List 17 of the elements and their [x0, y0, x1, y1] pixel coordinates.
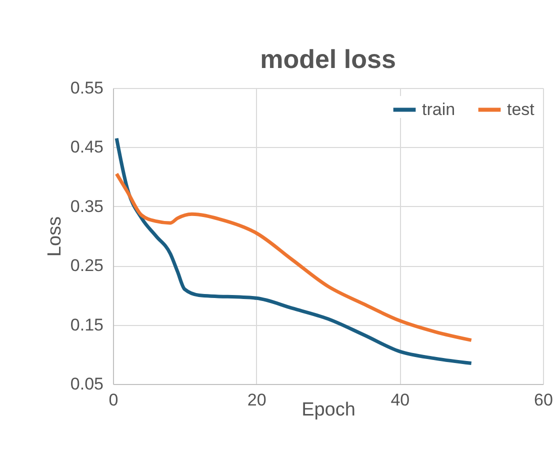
y-tick-label: 0.05: [70, 374, 104, 394]
x-tick-label: 60: [534, 390, 553, 410]
x-tick-label: 0: [108, 390, 118, 410]
legend-label: train: [422, 100, 456, 119]
x-axis-title: Epoch: [302, 400, 356, 420]
y-tick-label: 0.45: [70, 138, 104, 157]
legend-label: test: [507, 100, 535, 119]
y-tick-label: 0.25: [70, 256, 104, 276]
x-tick-label: 20: [247, 390, 266, 410]
line-series: [114, 136, 474, 366]
chart-title: model loss: [260, 44, 396, 74]
y-tick-label: 0.15: [70, 315, 104, 334]
line-series: [114, 172, 474, 342]
x-tick-label: 40: [390, 390, 410, 410]
y-axis-title: Loss: [44, 216, 66, 257]
y-tick-label: 0.55: [70, 78, 104, 98]
y-tick-label: 0.35: [70, 196, 104, 216]
